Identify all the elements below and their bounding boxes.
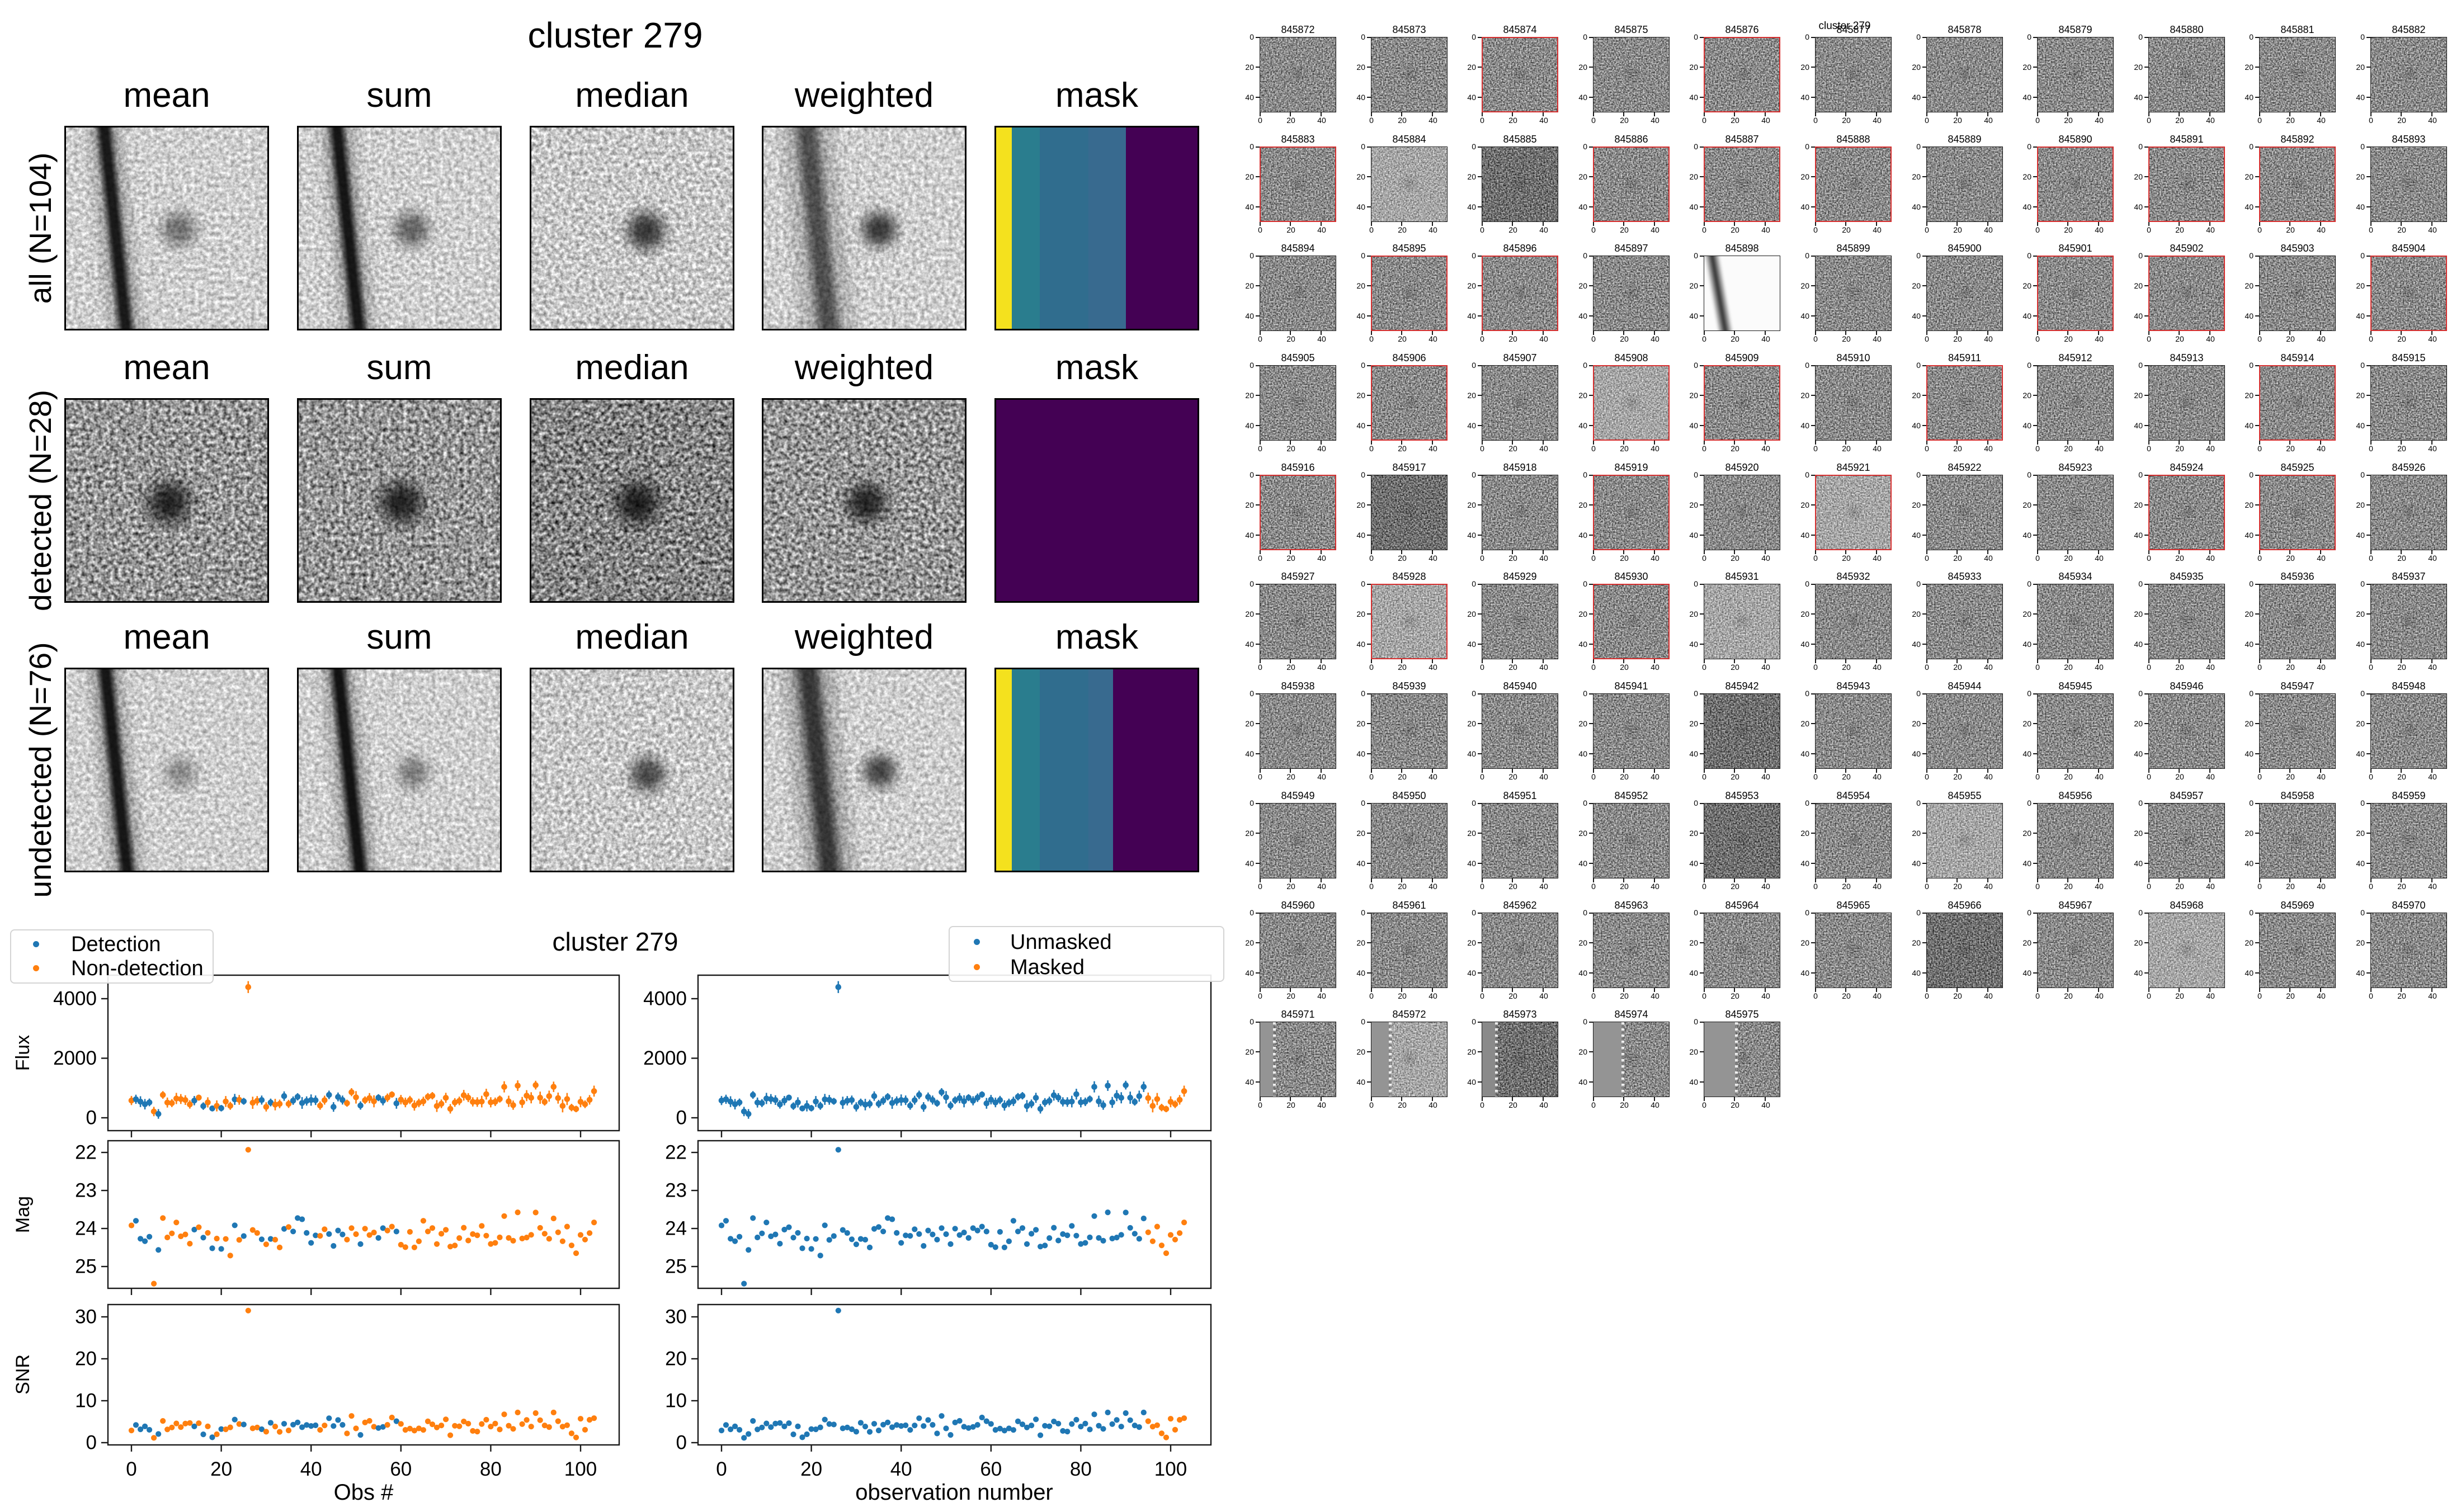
svg-text:4000: 4000: [53, 987, 97, 1009]
svg-text:100: 100: [564, 1458, 597, 1480]
svg-text:2000: 2000: [643, 1047, 687, 1069]
svg-text:20: 20: [75, 1348, 97, 1369]
svg-text:60: 60: [980, 1458, 1002, 1480]
svg-text:2000: 2000: [53, 1047, 97, 1069]
svg-text:23: 23: [665, 1179, 687, 1201]
svg-text:24: 24: [75, 1217, 97, 1239]
svg-text:10: 10: [75, 1390, 97, 1411]
svg-text:0: 0: [716, 1458, 727, 1480]
svg-text:4000: 4000: [643, 987, 687, 1009]
svg-text:0: 0: [86, 1107, 97, 1128]
svg-text:40: 40: [890, 1458, 912, 1480]
svg-text:SNR: SNR: [12, 1354, 34, 1395]
svg-text:20: 20: [800, 1458, 822, 1480]
svg-text:80: 80: [480, 1458, 502, 1480]
svg-text:10: 10: [665, 1390, 687, 1411]
svg-text:30: 30: [75, 1306, 97, 1327]
svg-text:20: 20: [665, 1348, 687, 1369]
svg-text:20: 20: [210, 1458, 232, 1480]
svg-text:100: 100: [1154, 1458, 1187, 1480]
svg-text:25: 25: [75, 1255, 97, 1277]
svg-text:24: 24: [665, 1217, 687, 1239]
svg-text:60: 60: [390, 1458, 412, 1480]
svg-text:Obs #: Obs #: [334, 1480, 394, 1505]
svg-text:Flux: Flux: [12, 1035, 34, 1071]
svg-text:Mag: Mag: [12, 1196, 34, 1233]
svg-text:23: 23: [75, 1179, 97, 1201]
svg-text:25: 25: [665, 1255, 687, 1277]
svg-text:40: 40: [300, 1458, 322, 1480]
svg-text:30: 30: [665, 1306, 687, 1327]
svg-text:0: 0: [676, 1431, 687, 1453]
svg-text:cluster 279: cluster 279: [552, 927, 678, 956]
svg-text:0: 0: [676, 1107, 687, 1128]
svg-text:0: 0: [86, 1431, 97, 1453]
svg-text:22: 22: [665, 1141, 687, 1163]
svg-text:0: 0: [126, 1458, 136, 1480]
svg-text:22: 22: [75, 1141, 97, 1163]
svg-text:observation number: observation number: [855, 1480, 1053, 1505]
svg-text:80: 80: [1070, 1458, 1092, 1480]
